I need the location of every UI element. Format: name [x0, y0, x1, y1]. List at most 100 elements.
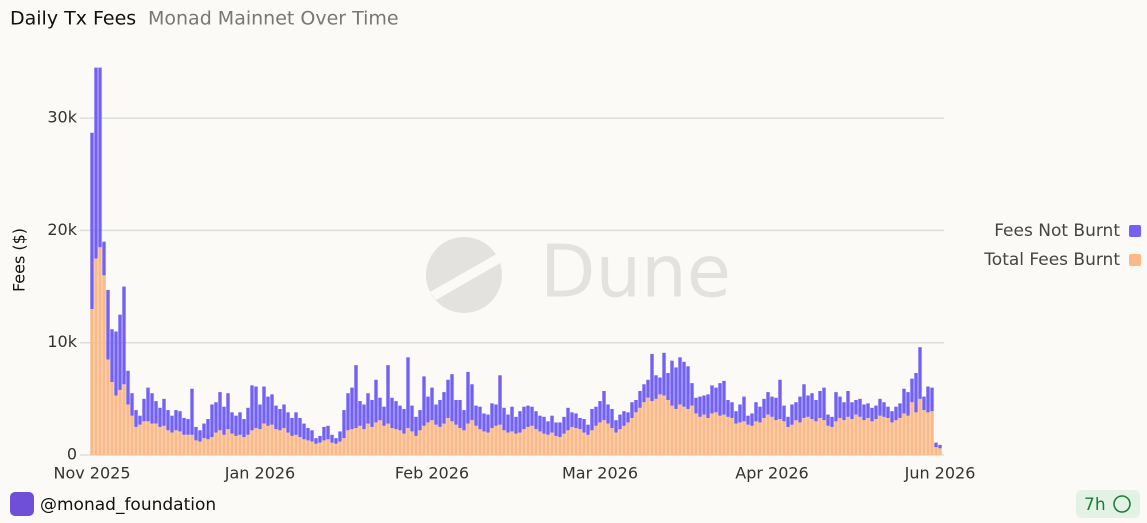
bar-segment — [178, 411, 182, 432]
bars — [90, 67, 942, 455]
bar-segment — [510, 406, 514, 432]
bar-segment — [822, 420, 826, 455]
bar-segment — [310, 430, 314, 442]
bar-segment — [454, 399, 458, 425]
bar-segment — [794, 402, 798, 421]
bar-segment — [350, 429, 354, 455]
bar-segment — [362, 404, 366, 430]
bar-segment — [218, 430, 222, 455]
bar-segment — [130, 415, 134, 455]
bar-segment — [698, 416, 702, 455]
bar-segment — [142, 398, 146, 422]
bar-segment — [450, 421, 454, 455]
bar-segment — [210, 404, 214, 438]
bar-segment — [842, 402, 846, 421]
bar-segment — [382, 406, 386, 426]
bar-segment — [854, 399, 858, 415]
bar-segment — [242, 419, 246, 438]
bar-segment — [190, 388, 194, 435]
bar-segment — [726, 416, 730, 455]
legend-swatch — [1129, 225, 1141, 237]
bar-segment — [866, 403, 870, 418]
bar-segment — [874, 419, 878, 455]
bar-segment — [694, 397, 698, 414]
bar-segment — [362, 429, 366, 455]
bar-segment — [458, 428, 462, 455]
watermark-logo-slash — [430, 252, 502, 300]
bar-segment — [806, 395, 810, 417]
bar-segment — [594, 406, 598, 426]
bar-segment — [98, 67, 102, 248]
bar-segment — [490, 403, 494, 429]
bar-segment — [110, 329, 114, 383]
bar-segment — [382, 425, 386, 455]
bar-segment — [682, 361, 686, 407]
bar-segment — [198, 441, 202, 455]
bar-segment — [266, 425, 270, 455]
avatar — [10, 492, 34, 516]
bar-segment — [830, 416, 834, 427]
bar-segment — [794, 420, 798, 455]
bar-segment — [494, 425, 498, 455]
bar-segment — [102, 241, 106, 276]
bar-segment — [902, 388, 906, 414]
bar-segment — [730, 402, 734, 418]
bar-segment — [418, 410, 422, 431]
bar-segment — [754, 421, 758, 455]
bar-segment — [786, 426, 790, 455]
bar-segment — [250, 385, 254, 431]
bar-segment — [498, 375, 502, 425]
bar-segment — [414, 435, 418, 455]
bar-segment — [342, 410, 346, 439]
bar-segment — [934, 447, 938, 455]
bar-segment — [818, 390, 822, 418]
bar-segment — [366, 423, 370, 455]
bar-segment — [646, 379, 650, 398]
bar-segment — [234, 435, 238, 455]
bar-segment — [858, 416, 862, 455]
bar-segment — [94, 67, 98, 259]
bar-segment — [166, 430, 170, 455]
bar-segment — [878, 415, 882, 455]
author[interactable]: @monad_foundation — [40, 495, 216, 515]
bar-segment — [766, 414, 770, 455]
bar-segment — [806, 416, 810, 455]
x-tick-label: Mar 2026 — [562, 464, 638, 483]
bar-segment — [622, 425, 626, 455]
bar-segment — [938, 444, 942, 449]
bar-segment — [182, 434, 186, 455]
bar-segment — [378, 397, 382, 421]
y-tick-label: 10k — [47, 332, 77, 351]
bar-segment — [834, 421, 838, 455]
updated-time: 7h — [1084, 495, 1106, 515]
bar-segment — [634, 412, 638, 455]
bar-segment — [814, 399, 818, 422]
bar-segment — [122, 384, 126, 455]
bar-segment — [798, 396, 802, 423]
bar-segment — [618, 414, 622, 430]
bar-segment — [474, 425, 478, 455]
x-tick-label: Jan 2026 — [224, 464, 295, 483]
bar-segment — [898, 417, 902, 455]
bar-segment — [202, 423, 206, 439]
bar-segment — [550, 432, 554, 455]
bar-segment — [434, 404, 438, 425]
bar-segment — [526, 405, 530, 427]
legend-label: Total Fees Burnt — [983, 250, 1120, 270]
bar-segment — [234, 415, 238, 436]
bar-segment — [914, 412, 918, 455]
bar-segment — [438, 426, 442, 455]
bar-segment — [554, 422, 558, 436]
bar-segment — [670, 405, 674, 455]
bar-segment — [442, 423, 446, 455]
bar-segment — [922, 410, 926, 455]
bar-segment — [130, 393, 134, 416]
bar-segment — [482, 431, 486, 455]
bar-segment — [510, 431, 514, 455]
bar-segment — [790, 424, 794, 455]
bar-segment — [518, 411, 522, 433]
bar-segment — [898, 403, 902, 418]
bar-segment — [358, 425, 362, 455]
x-tick-label: Jun 2026 — [904, 464, 976, 483]
bar-segment — [874, 405, 878, 420]
